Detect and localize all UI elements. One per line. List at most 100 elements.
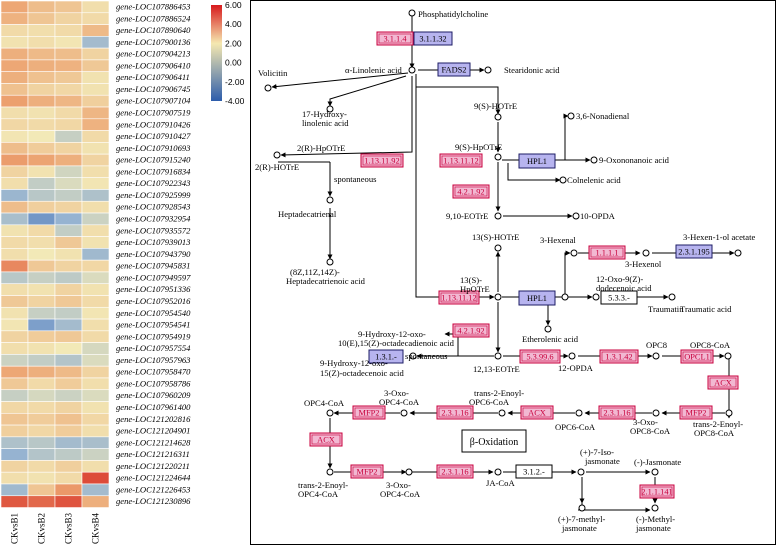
enzyme-label: FADS2 [442,66,467,75]
enzyme-boxes: 3.1.1.4 3.1.1.32 FADS2 1.13.11.92 1.13.11.12… [309,31,739,499]
compound-label: 3-Hexenol [625,259,662,269]
heatmap-cell [0,330,29,343]
legend-tick: 4.00 [225,19,242,29]
heatmap-cell [81,377,110,391]
gene-label: gene-LOC107961400 [116,402,191,412]
heatmap-cell [27,12,56,25]
compound-labels: Phosphatidylcholine α-Linolenic acid Stear… [255,9,755,533]
gene-label: gene-LOC121216311 [116,449,190,459]
heatmap-cell [54,212,83,226]
heatmap-cell [54,106,83,120]
gene-label: gene-LOC107916834 [116,166,191,176]
heatmap-cell [0,306,29,320]
heatmap-cell [81,130,110,143]
heatmap-cell [54,177,83,190]
compound-label: 9,10-EOTrE [446,211,488,221]
heatmap-cell [54,165,83,178]
gene-label: gene-LOC107951336 [116,284,191,294]
heatmap-cell [81,59,110,72]
heatmap-cell [81,424,110,438]
gene-label: gene-LOC121204901 [116,426,190,436]
compound-label: 10-OPDA [580,211,616,221]
heatmap-cell [54,130,83,143]
compound-label: 3-Hexen-1-ol acetate [683,232,755,242]
heatmap-cell [27,460,56,473]
heatmap-cell [54,118,83,131]
compound-label: Heptadecatrienal [278,209,337,219]
enzyme-box [518,153,556,169]
legend-tick: 6.00 [225,0,242,10]
compound-label: (+)-7-Iso- [580,447,614,457]
enzyme-label: 3.1.1.4 [383,35,407,44]
heatmap-cell [0,153,29,167]
enzyme-label: 1.13.11.12 [441,294,476,303]
heatmap-cell [81,295,110,308]
enzyme-label: 1.3.1.42 [605,353,632,362]
heatmap-cell [27,165,56,178]
enzyme-label: 2.3.1.16 [441,409,468,418]
heatmap-cell [0,36,29,49]
heatmap-cell [27,259,56,273]
heatmap-cell [81,471,110,485]
compound-label: 2(R)-HpOTrE [297,143,345,153]
heatmap-cell [27,94,56,108]
heatmap-cell [0,283,29,296]
heatmap-cell [27,236,56,249]
gene-label: gene-LOC107925999 [116,190,191,200]
heatmap-cell [81,24,110,37]
heatmap-cell [54,412,83,426]
compound-label: OPC6-CoA [555,422,596,432]
heatmap-cell [27,224,56,237]
beta-oxidation-box: β-Oxidation [461,429,527,453]
heatmap-cell [81,271,110,285]
compound-label: trans-2-Enoyl- [693,419,743,429]
gene-label: gene-LOC107910693 [116,143,190,153]
enzyme-box [360,153,404,168]
gene-label: gene-LOC107886453 [116,1,190,11]
heatmap-cell [27,271,56,285]
compound-label: Phosphatidylcholine [418,9,488,19]
heatmap-cell [81,212,110,226]
heatmap-cell [54,448,83,461]
heatmap-cell [81,460,110,473]
heatmap-cell [54,36,83,49]
enzyme-box [600,290,638,305]
enzyme-label: 3.1.2.- [523,468,545,477]
compound-label: OPC8-CoA [690,340,731,350]
compound-label: OPC4-CoA [379,397,420,407]
enzyme-box [309,432,343,447]
gene-label: gene-LOC107910427 [116,131,191,141]
enzyme-label: OPCL1 [684,353,710,362]
enzyme-box [438,290,480,305]
enzyme-box [680,349,714,364]
heatmap-cell [54,283,83,296]
heatmap-cell [27,189,56,202]
heatmap-cell [81,106,110,120]
compound-label: JA-CoA [486,478,515,488]
gene-label: gene-LOC107954919 [116,331,191,341]
enzyme-box [679,405,713,420]
heatmap-cell [0,224,29,237]
gene-label: gene-LOC107954541 [116,320,190,330]
enzyme-label: 3.1.1.32 [419,35,446,44]
heatmap-cell [27,47,56,61]
heatmap-cell [0,342,29,355]
heatmap-cell [0,12,29,25]
gene-label: gene-LOC107958786 [116,378,191,388]
heatmap-cell [27,0,56,14]
heatmap-cell [27,330,56,343]
compound-label: OPC6-CoA [469,397,510,407]
heatmap-cell [81,318,110,332]
heatmap-cell [81,259,110,273]
heatmap-panel: gene-LOC107886453 gene-LOC107886524 gene-L… [0,0,245,544]
heatmap-cell [81,71,110,84]
heatmap-cell [0,460,29,473]
heatmap-cell [0,271,29,285]
compound-label: Traumatic acid [680,304,732,314]
legend-tick: -4.00 [225,96,245,106]
gene-label: gene-LOC107939013 [116,237,190,247]
heatmap-cell [54,389,83,402]
heatmap-cell [0,212,29,226]
enzyme-label: MFP2 [357,468,378,477]
compound-label: (-)-Jasmonate [634,457,681,467]
